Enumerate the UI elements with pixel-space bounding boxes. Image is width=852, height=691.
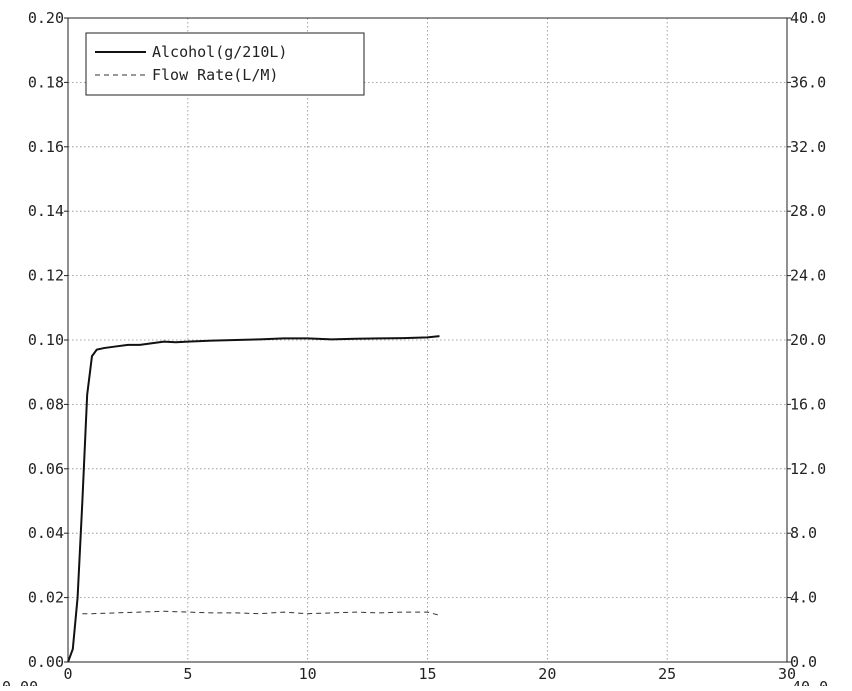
y-right-tick-label: 28.0 bbox=[790, 202, 826, 220]
y-left-tick-label: 0.16 bbox=[28, 138, 64, 156]
legend-label-alcohol: Alcohol(g/210L) bbox=[152, 43, 287, 61]
y-right-tick-label: 0.0 bbox=[790, 653, 817, 671]
y-right-tick-label: 8.0 bbox=[790, 524, 817, 542]
y-left-tick-label: 0.00 bbox=[28, 653, 64, 671]
series-line-alcohol bbox=[67, 335, 440, 663]
plot-frame bbox=[67, 17, 788, 663]
y-left-tick-label: 0.04 bbox=[28, 524, 64, 542]
x-tick-label: 20 bbox=[538, 665, 556, 683]
legend-label-flow-rate: Flow Rate(L/M) bbox=[152, 66, 278, 84]
y-right-cut-label: 40.0 bbox=[792, 678, 828, 686]
x-tick-label: 5 bbox=[183, 665, 192, 683]
y-left-tick-label: 0.20 bbox=[28, 9, 64, 27]
x-tick-label: 10 bbox=[299, 665, 317, 683]
y-left-tick-label: 0.02 bbox=[28, 589, 64, 607]
y-left-tick-label: 0.14 bbox=[28, 202, 64, 220]
grid bbox=[68, 18, 787, 662]
ticks: 0 5 10 15 20 25 30 0.00 0.02 0.04 0.06 0.08 0.10 0.12… bbox=[28, 9, 826, 683]
legend-box bbox=[85, 32, 365, 96]
y-right-tick-label: 16.0 bbox=[790, 395, 826, 413]
y-right-tick-label: 4.0 bbox=[790, 589, 817, 607]
y-left-tick-label: 0.18 bbox=[28, 73, 64, 91]
x-tick-label: 15 bbox=[418, 665, 436, 683]
x-tick-label: 0 bbox=[63, 665, 72, 683]
y-right-tick-label: 12.0 bbox=[790, 460, 826, 478]
y-right-tick-label: 40.0 bbox=[790, 9, 826, 27]
series-line-flow-rate bbox=[82, 610, 440, 616]
y-right-tick-label: 32.0 bbox=[790, 138, 826, 156]
legend: Alcohol(g/210L) Flow Rate(L/M) bbox=[85, 32, 365, 96]
series-layer bbox=[67, 335, 440, 663]
y-left-tick-label: 0.12 bbox=[28, 267, 64, 285]
y-left-tick-label: 0.10 bbox=[28, 331, 64, 349]
x-tick-label: 30 bbox=[778, 665, 796, 683]
y-right-tick-label: 20.0 bbox=[790, 331, 826, 349]
y-right-tick-label: 36.0 bbox=[790, 73, 826, 91]
y-left-tick-label: 0.06 bbox=[28, 460, 64, 478]
y-left-cut-label: 0.00 bbox=[2, 678, 38, 686]
x-tick-label: 25 bbox=[658, 665, 676, 683]
y-right-tick-label: 24.0 bbox=[790, 267, 826, 285]
y-left-tick-label: 0.08 bbox=[28, 395, 64, 413]
